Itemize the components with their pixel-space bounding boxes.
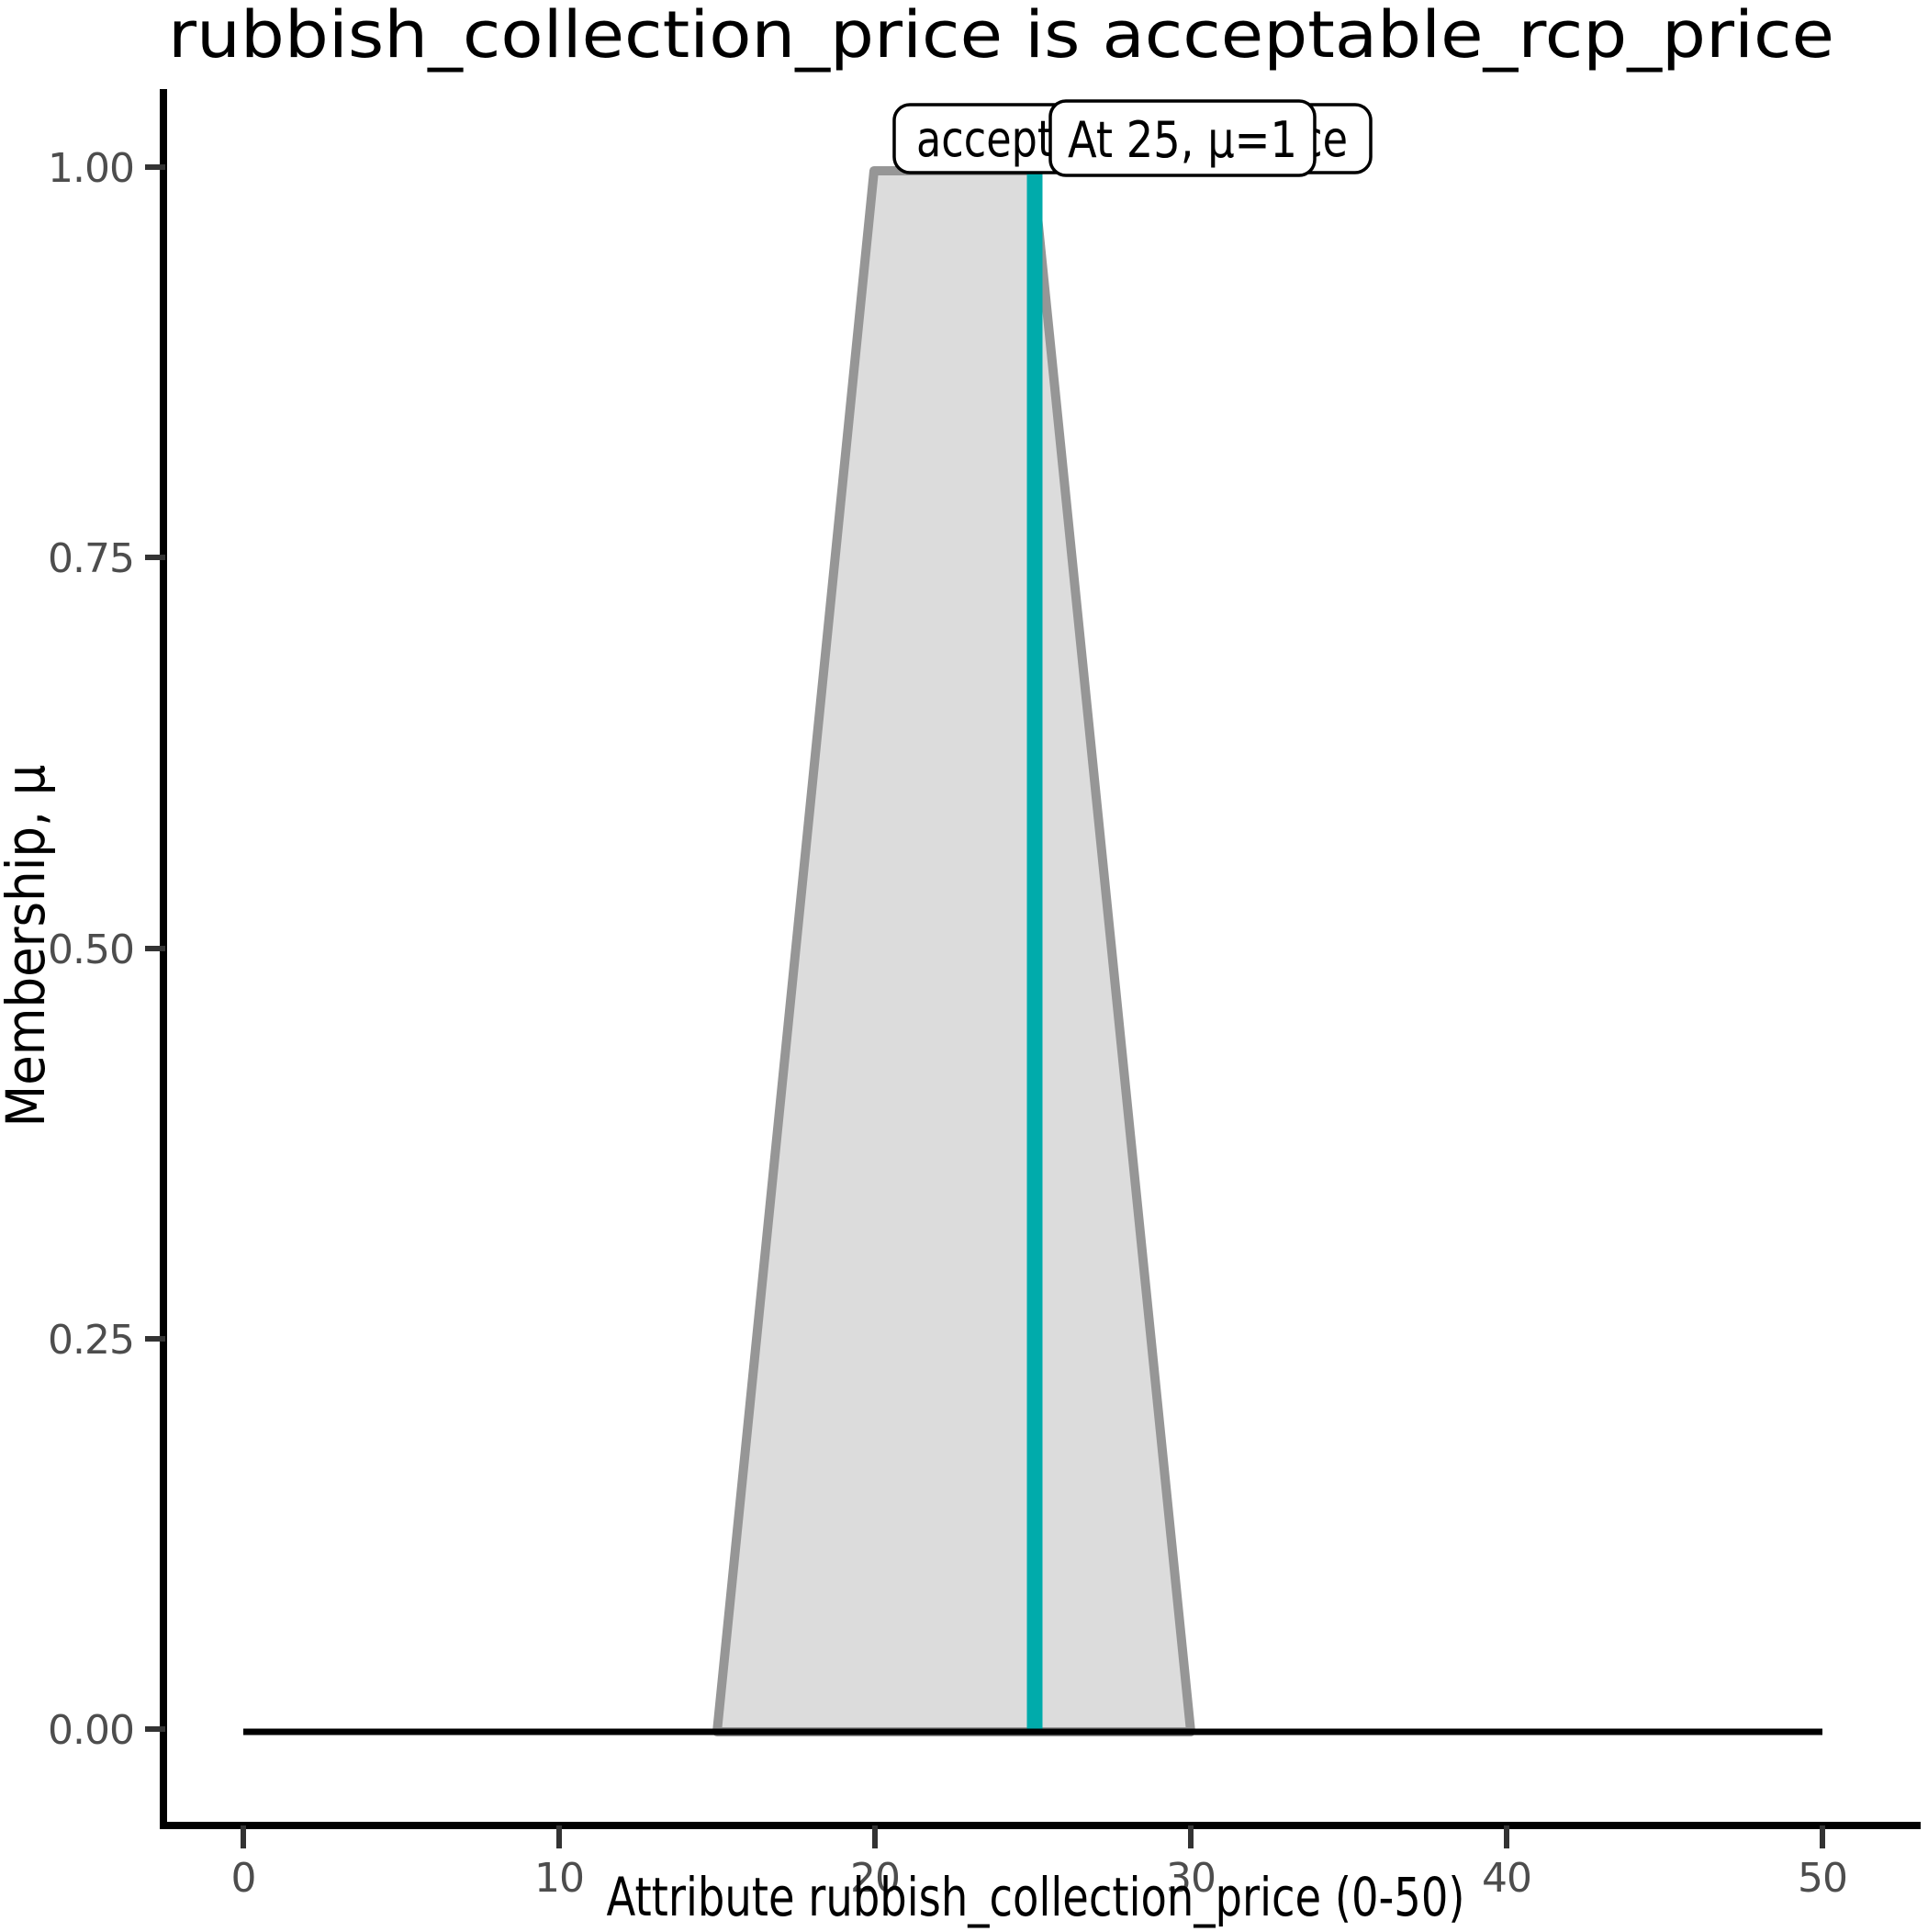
x-axis-title: Attribute rubbish_collection_price (0-50…	[607, 1866, 1465, 1928]
y-tick-label: 0.50	[48, 927, 134, 973]
x-tick-label: 50	[1798, 1855, 1847, 1902]
chart-title: rubbish_collection_price is acceptable_r…	[168, 0, 1834, 73]
y-tick-label: 0.00	[48, 1707, 134, 1754]
x-tick-label: 0	[231, 1855, 256, 1902]
value-label-box	[1048, 99, 1317, 177]
y-axis-title: Membership, μ	[0, 765, 57, 1128]
x-tick-label: 20	[850, 1855, 900, 1902]
x-tick-label: 10	[534, 1855, 584, 1902]
value-label-text: At 25, μ=1	[1068, 111, 1297, 169]
x-tick-label: 40	[1482, 1855, 1531, 1902]
x-tick-label: 30	[1166, 1855, 1216, 1902]
membership-trapezoid	[712, 166, 1195, 1736]
y-tick-label: 0.75	[48, 535, 134, 582]
y-tick-label: 1.00	[48, 145, 134, 192]
y-tick-label: 0.25	[48, 1317, 134, 1364]
